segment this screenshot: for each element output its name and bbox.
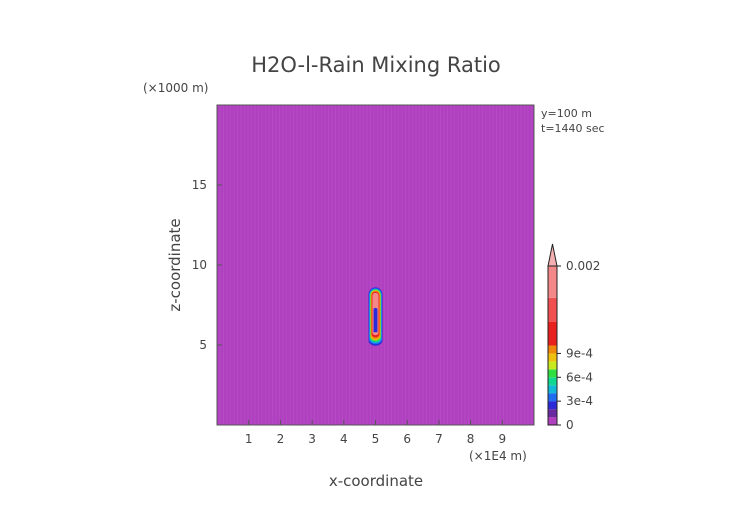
colorbar-band (548, 409, 557, 418)
colorbar-band (548, 401, 557, 410)
colorbar-frame (547, 265, 558, 426)
colorbar-band (548, 369, 557, 378)
x-tick-label: 8 (467, 432, 475, 446)
colorbar-band (548, 417, 557, 425)
y-tick-label: 15 (192, 178, 207, 192)
y-axis-ticks: 5 10 15 (192, 178, 222, 352)
colorbar-tick-label: 0 (566, 418, 574, 432)
colorbar-band (548, 385, 557, 394)
x-tick-label: 6 (403, 432, 411, 446)
colorbar-band (548, 321, 557, 346)
colorbar-band (548, 353, 557, 362)
x-tick-label: 5 (372, 432, 380, 446)
rain-core-contours (368, 287, 383, 346)
plot-texture (219, 105, 532, 425)
x-tick-label: 3 (308, 432, 316, 446)
colorbar: 0 3e-4 6e-4 9e-4 0.002 (547, 243, 600, 432)
x-unit-label: (×1E4 m) (469, 449, 527, 463)
colorbar-tick-label: 6e-4 (566, 370, 593, 384)
colorbar-band (548, 361, 557, 370)
colorbar-band (548, 345, 557, 354)
colorbar-band (548, 377, 557, 386)
x-tick-label: 1 (245, 432, 253, 446)
plot-area (217, 105, 534, 425)
chart-title: H2O-l-Rain Mixing Ratio (251, 53, 501, 77)
x-tick-label: 4 (340, 432, 348, 446)
colorbar-extend-arrow (547, 243, 558, 267)
x-axis-label: x-coordinate (329, 472, 423, 490)
contour-core (373, 307, 378, 333)
colorbar-band (548, 266, 557, 298)
colorbar-tick-label: 3e-4 (566, 394, 593, 408)
y-axis-label: z-coordinate (166, 218, 184, 311)
colorbar-tick-label: 0.002 (566, 259, 600, 273)
y-tick-label: 5 (199, 338, 207, 352)
y-unit-label: (×1000 m) (143, 81, 208, 95)
colorbar-band (548, 297, 557, 322)
annotation-y-position: y=100 m (541, 107, 592, 120)
x-tick-label: 7 (435, 432, 443, 446)
y-tick-label: 10 (192, 258, 207, 272)
x-axis-ticks: 1 2 3 4 5 6 7 8 9 (245, 420, 506, 446)
x-tick-label: 9 (498, 432, 506, 446)
colorbar-tick-label: 9e-4 (566, 346, 593, 360)
x-tick-label: 2 (277, 432, 285, 446)
annotation-time: t=1440 sec (541, 122, 605, 135)
colorbar-band (548, 393, 557, 402)
